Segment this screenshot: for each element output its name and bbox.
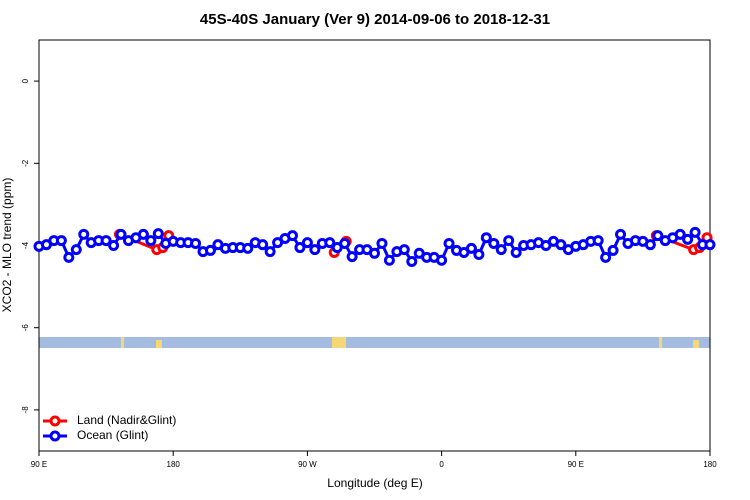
data-point [145, 235, 157, 247]
data-point [406, 256, 418, 268]
data-point [301, 237, 313, 249]
data-point [100, 235, 112, 247]
land-band [121, 337, 124, 348]
data-point [294, 242, 306, 254]
data-point [398, 244, 410, 256]
data-point [436, 254, 448, 266]
data-point [286, 230, 298, 242]
data-point [682, 233, 694, 245]
land-band [693, 340, 699, 348]
data-point [115, 228, 127, 240]
data-point [495, 244, 507, 256]
data-point [63, 251, 75, 263]
data-point [592, 235, 604, 247]
x-tick-label: 90 E [568, 460, 584, 469]
data-point [339, 237, 351, 249]
legend-label: Land (Nadir&Glint) [77, 413, 176, 427]
x-tick-label: 90 E [31, 460, 47, 469]
ocean-band [39, 337, 710, 348]
data-point [204, 244, 216, 256]
data-point [376, 237, 388, 249]
y-tick-label: -8 [21, 406, 30, 414]
data-point [108, 240, 120, 251]
y-tick-label: -6 [21, 324, 30, 332]
data-point [70, 244, 82, 256]
land-band [156, 340, 162, 348]
data-point [257, 239, 269, 251]
data-point [503, 235, 515, 247]
legend-marker [49, 415, 61, 427]
y-tick-label: -2 [21, 159, 30, 167]
y-axis-label: XCO2 - MLO trend (ppm) [0, 178, 14, 313]
data-point [607, 244, 619, 256]
data-point [555, 239, 567, 251]
data-point [443, 237, 455, 249]
x-axis-label: Longitude (deg E) [327, 476, 422, 490]
data-point [480, 232, 492, 244]
legend-marker [49, 430, 61, 442]
land-band [659, 337, 662, 348]
chart-title: 45S-40S January (Ver 9) 2014-09-06 to 20… [200, 11, 550, 28]
surface-band [39, 337, 710, 348]
data-point [383, 254, 395, 266]
data-point [600, 251, 612, 263]
data-point [264, 246, 276, 258]
data-point [689, 226, 701, 238]
data-point [369, 247, 380, 259]
x-tick-label: 0 [439, 460, 444, 469]
data-point [55, 235, 67, 247]
data-point [488, 237, 500, 249]
data-point [510, 246, 522, 258]
data-point [190, 237, 202, 249]
data-point [644, 239, 656, 251]
y-tick-label: -4 [21, 241, 30, 249]
data-point [674, 228, 686, 240]
data-point [152, 228, 164, 240]
data-point [652, 230, 664, 242]
data-point [465, 242, 477, 254]
data-point [242, 242, 254, 254]
x-tick-label: 90 W [298, 460, 317, 469]
land-band [332, 337, 346, 348]
data-point [615, 228, 627, 240]
data-point [324, 237, 336, 249]
data-point [346, 251, 358, 263]
data-point [473, 249, 485, 261]
data-point [309, 244, 321, 256]
legend-label: Ocean (Glint) [77, 428, 148, 442]
x-tick-label: 180 [167, 460, 181, 469]
data-point [137, 228, 149, 240]
data-point [704, 239, 716, 251]
y-tick-label: 0 [21, 78, 30, 83]
x-tick-label: 180 [703, 460, 717, 469]
data-point [78, 228, 90, 240]
